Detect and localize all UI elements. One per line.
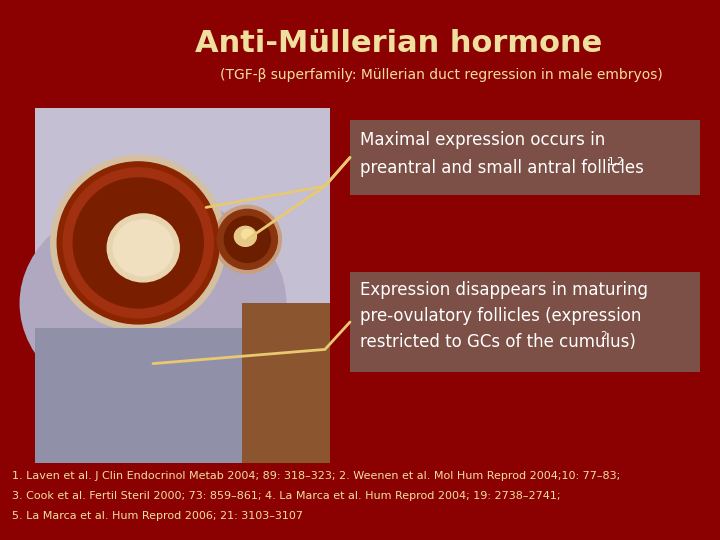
Text: 1. Laven et al. J Clin Endocrinol Metab 2004; 89: 318–323; 2. Weenen et al. Mol : 1. Laven et al. J Clin Endocrinol Metab …	[12, 471, 620, 481]
Ellipse shape	[73, 178, 203, 308]
Text: 3. Cook et al. Fertil Steril 2000; 73: 859–861; 4. La Marca et al. Hum Reprod 20: 3. Cook et al. Fertil Steril 2000; 73: 8…	[12, 491, 560, 501]
Ellipse shape	[213, 205, 282, 273]
Ellipse shape	[20, 197, 286, 410]
FancyBboxPatch shape	[35, 108, 330, 463]
Ellipse shape	[50, 156, 226, 330]
Ellipse shape	[235, 226, 256, 246]
FancyBboxPatch shape	[350, 120, 700, 195]
Text: preantral and small antral follicles: preantral and small antral follicles	[360, 159, 644, 177]
Text: (TGF-β superfamily: Müllerian duct regression in male embryos): (TGF-β superfamily: Müllerian duct regre…	[220, 68, 662, 82]
FancyBboxPatch shape	[350, 272, 700, 372]
Ellipse shape	[217, 210, 277, 269]
Text: restricted to GCs of the cumulus): restricted to GCs of the cumulus)	[360, 333, 636, 351]
Text: 1,2: 1,2	[608, 157, 625, 167]
Text: 2: 2	[600, 331, 607, 341]
Ellipse shape	[63, 168, 213, 318]
Text: Anti-Müllerian hormone: Anti-Müllerian hormone	[195, 29, 602, 57]
Ellipse shape	[58, 162, 220, 324]
Text: Expression disappears in maturing: Expression disappears in maturing	[360, 281, 648, 299]
FancyBboxPatch shape	[241, 303, 330, 463]
Text: pre-ovulatory follicles (expression: pre-ovulatory follicles (expression	[360, 307, 642, 325]
Text: 5. La Marca et al. Hum Reprod 2006; 21: 3103–3107: 5. La Marca et al. Hum Reprod 2006; 21: …	[12, 511, 303, 521]
Ellipse shape	[225, 217, 271, 262]
Ellipse shape	[241, 230, 253, 239]
FancyBboxPatch shape	[35, 328, 330, 463]
Ellipse shape	[113, 220, 174, 276]
Ellipse shape	[107, 214, 179, 282]
Text: Maximal expression occurs in: Maximal expression occurs in	[360, 131, 606, 149]
